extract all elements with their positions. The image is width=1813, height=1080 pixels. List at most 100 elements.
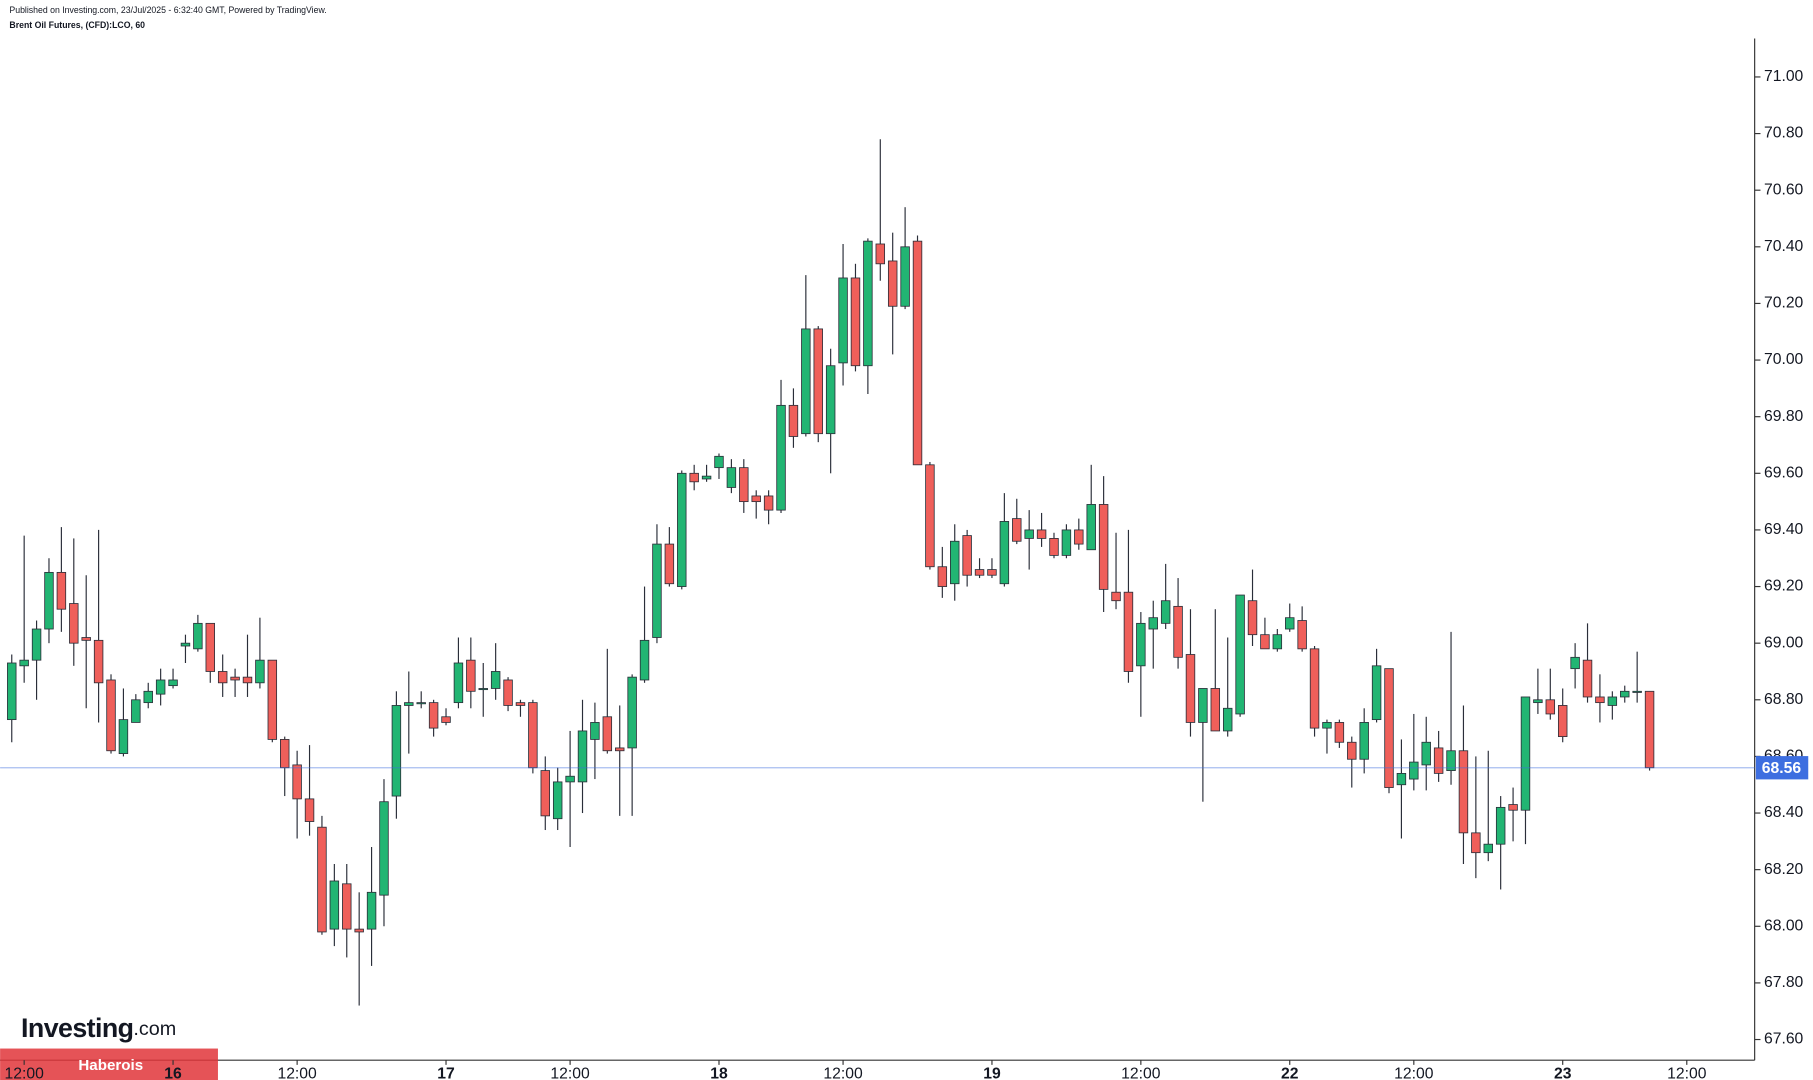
candle-body xyxy=(615,747,625,752)
candle-body xyxy=(503,679,513,706)
y-tick-label: 67.60 xyxy=(1764,1031,1804,1048)
candle-body xyxy=(1471,832,1481,854)
candle-body xyxy=(1185,654,1196,723)
candle-body xyxy=(776,404,786,511)
candle-body xyxy=(515,702,526,706)
candle-body xyxy=(639,639,650,681)
candle-body xyxy=(602,716,613,752)
candle-body xyxy=(590,722,600,740)
x-tick-label: 12:00 xyxy=(1394,1065,1434,1080)
candle-body xyxy=(1222,707,1233,732)
candle-body xyxy=(1557,705,1568,738)
candle-body xyxy=(974,569,985,576)
candle-body xyxy=(217,671,228,684)
x-axis: 12:00 16 12:00 17 12:00 18 12:00 19 12:00 22 12:00… xyxy=(4,1060,1707,1080)
x-tick-label: 18 xyxy=(710,1065,728,1080)
candle-body xyxy=(180,642,191,647)
candle-body xyxy=(404,702,414,706)
candle-body xyxy=(677,472,687,587)
y-tick-label: 69.60 xyxy=(1764,464,1804,481)
x-tick-label: 12:00 xyxy=(4,1065,44,1080)
candle-body xyxy=(379,801,389,896)
candle-body xyxy=(1396,772,1407,786)
candle-body xyxy=(999,521,1010,585)
candle-body xyxy=(1309,648,1320,729)
x-tick-label: 12:00 xyxy=(1121,1065,1161,1080)
candle-body xyxy=(1260,634,1270,650)
candle-body xyxy=(304,798,315,822)
candle-body xyxy=(925,464,935,568)
candle-body xyxy=(1049,538,1059,556)
candle-body xyxy=(838,277,848,364)
candle-body xyxy=(466,659,476,692)
candle-body xyxy=(81,637,91,641)
candle-body xyxy=(1024,529,1034,539)
candle-body xyxy=(739,467,749,503)
candle-body xyxy=(751,495,761,503)
candle-body xyxy=(1111,591,1121,602)
candle-body xyxy=(912,240,923,466)
candle-body xyxy=(1359,722,1369,760)
candle-body xyxy=(652,543,662,638)
candle-body xyxy=(193,622,203,650)
x-tick-label: 12:00 xyxy=(277,1065,317,1080)
candle-body xyxy=(1458,750,1469,834)
x-tick-label: 12:00 xyxy=(823,1065,863,1080)
candle-body xyxy=(143,690,153,704)
candle-body xyxy=(689,472,699,483)
candle-body xyxy=(627,676,637,749)
candle-body xyxy=(962,535,972,576)
candle-body xyxy=(1446,750,1456,771)
candle-body xyxy=(242,676,253,684)
chart-title: Brent Oil Futures, (CFD):LCO, 60 xyxy=(9,20,145,30)
y-tick-label: 70.80 xyxy=(1764,125,1804,142)
x-tick-label: 17 xyxy=(437,1065,455,1080)
candle-body xyxy=(1322,722,1332,729)
y-tick-label: 70.60 xyxy=(1764,181,1804,198)
candle-body xyxy=(987,569,997,576)
x-tick-label: 19 xyxy=(983,1065,1001,1080)
candle-body xyxy=(1371,665,1382,721)
candle-body xyxy=(1285,617,1295,630)
candle-body xyxy=(255,659,265,684)
candle-body xyxy=(1582,659,1593,698)
candle-body xyxy=(118,719,129,754)
y-tick-label: 71.00 xyxy=(1764,68,1804,85)
y-tick-label: 67.80 xyxy=(1764,974,1804,991)
candle-body xyxy=(131,699,141,723)
candle-body xyxy=(1210,688,1221,732)
candle-body xyxy=(763,495,774,511)
candle-body xyxy=(205,622,215,672)
candle-body xyxy=(577,730,588,783)
chart-subtitle: Published on Investing.com, 23/Jul/2025 … xyxy=(9,5,326,15)
candle-body xyxy=(453,662,464,704)
candle-body xyxy=(1297,620,1307,650)
y-tick-label: 69.80 xyxy=(1764,408,1804,425)
candle-body xyxy=(56,571,67,610)
y-axis: 67.6067.8068.0068.2068.4068.6068.8069.00… xyxy=(1754,68,1804,1048)
candle-body xyxy=(1607,696,1618,706)
logo-name: Investing xyxy=(21,1013,133,1043)
candle-body xyxy=(1272,634,1283,650)
logo: Investing.com xyxy=(21,1013,176,1043)
candle-body xyxy=(813,328,823,435)
candle-body xyxy=(950,540,960,585)
candle-body xyxy=(1036,529,1047,539)
candle-body xyxy=(1334,722,1345,743)
candle-body xyxy=(1098,504,1109,590)
candle-body xyxy=(726,467,737,488)
candle-body xyxy=(19,659,29,667)
candle-body xyxy=(937,566,948,587)
candle-body xyxy=(825,365,836,435)
candle-body xyxy=(366,891,377,930)
candle-body xyxy=(7,662,17,721)
candle-body xyxy=(1595,696,1605,704)
candle-body xyxy=(1347,741,1357,760)
candle-body xyxy=(540,770,551,817)
candle-body xyxy=(93,639,104,684)
candle-body xyxy=(1644,690,1655,769)
candle-body xyxy=(1533,699,1543,704)
candle-body xyxy=(44,571,54,630)
candle-body xyxy=(850,277,861,367)
